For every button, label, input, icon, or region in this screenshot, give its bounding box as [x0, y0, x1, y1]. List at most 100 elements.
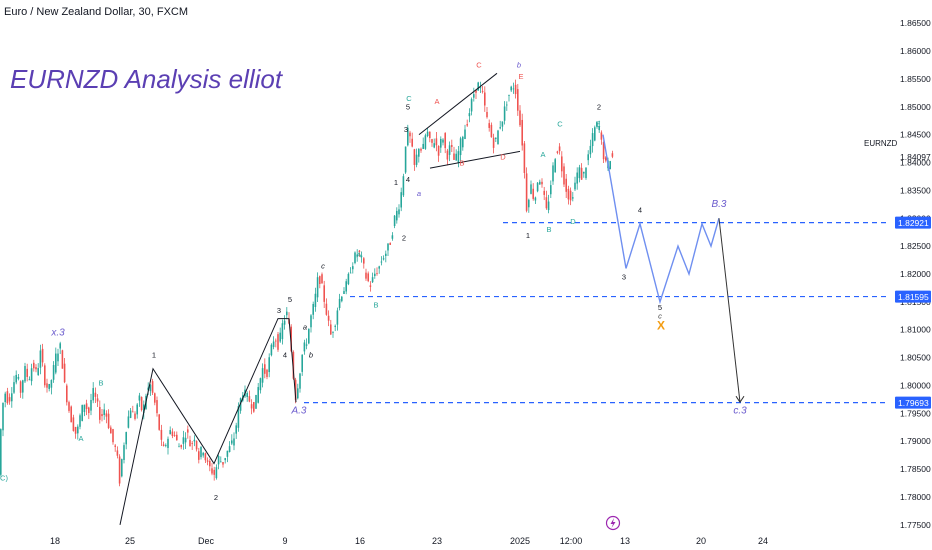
candle-body: [308, 328, 310, 344]
y-tick-label: 1.80000: [900, 380, 931, 390]
candle-body: [580, 167, 583, 180]
symbol-header[interactable]: Euro / New Zealand Dollar, 30, FXCM: [4, 6, 189, 18]
candle-body: [554, 159, 556, 173]
candle-body: [567, 188, 570, 200]
wave-label: 5: [406, 103, 410, 112]
candle-body: [501, 121, 504, 127]
candle-body: [211, 468, 213, 474]
candle-body: [187, 429, 189, 433]
candle-body: [35, 367, 37, 370]
candle-body: [81, 405, 83, 421]
level-price-tag: [895, 396, 931, 409]
candle-body: [426, 131, 429, 136]
candle-body: [303, 342, 306, 352]
wave-label: x.3: [50, 327, 65, 338]
candle-body: [327, 315, 330, 321]
candle-body: [189, 439, 191, 447]
wave-label: C: [557, 119, 563, 128]
candle-body: [605, 157, 607, 161]
projection-label: B.3: [711, 199, 726, 210]
wave-label: E: [595, 119, 600, 128]
candle-body: [433, 143, 435, 148]
y-tick-label: 1.83500: [900, 185, 931, 195]
candle-body: [365, 272, 367, 279]
candle-body: [70, 406, 72, 423]
wave-trend-line[interactable]: [429, 150, 521, 169]
projection-label: 4: [638, 206, 642, 215]
candle-body: [521, 119, 523, 146]
candle-body: [314, 293, 317, 307]
wave-label: 2: [214, 493, 218, 502]
candle-body: [167, 438, 169, 448]
candle-body: [523, 143, 526, 174]
candle-body: [539, 181, 541, 185]
candle-body: [222, 462, 224, 465]
candle-body: [481, 90, 484, 92]
wave-label: 1: [394, 178, 398, 187]
candle-body: [587, 154, 589, 161]
candle-body: [248, 396, 251, 402]
candle-body: [103, 409, 105, 416]
candle-body: [561, 156, 563, 172]
wave-label: A: [356, 250, 361, 259]
candle-body: [565, 178, 567, 192]
candle-body: [600, 132, 603, 140]
wave-label: 4: [406, 175, 410, 184]
y-tick-label: 1.85000: [900, 102, 931, 112]
candle-body: [385, 253, 387, 256]
candle-body: [279, 332, 281, 342]
candle-body: [332, 332, 334, 333]
wave-label: a: [417, 189, 421, 198]
x-tick-label: 18: [50, 536, 60, 546]
candle-body: [387, 243, 389, 251]
candle-body: [589, 145, 592, 155]
candle-body: [0, 429, 2, 475]
candle-body: [136, 404, 138, 415]
projection-label: c: [658, 312, 662, 321]
current-price-label: 1.84097: [900, 152, 931, 162]
candle-body: [407, 127, 409, 146]
projection-path[interactable]: [602, 134, 720, 305]
candle-body: [558, 146, 561, 152]
candle-body: [594, 127, 596, 141]
candle-body: [204, 453, 207, 461]
candle-body: [459, 138, 462, 156]
candle-body: [88, 407, 90, 414]
candle-body: [277, 334, 279, 350]
wave-trend-line[interactable]: [119, 318, 297, 525]
candle-body: [484, 92, 486, 106]
candle-body: [363, 258, 365, 264]
candle-body: [374, 273, 376, 276]
candle-body: [338, 298, 341, 309]
candle-body: [532, 188, 534, 199]
y-tick-label: 1.78500: [900, 464, 931, 474]
x-tick-label: 2025: [510, 536, 530, 546]
candle-body: [147, 387, 149, 391]
candle-body: [429, 131, 431, 139]
y-tick-label: 1.86500: [900, 18, 931, 28]
wave-label: C: [476, 61, 482, 70]
candle-body: [413, 149, 416, 165]
candle-body: [455, 153, 457, 161]
candle-body: [569, 190, 572, 201]
wave-label: A: [540, 150, 545, 159]
candle-body: [83, 404, 86, 413]
wave-label: A: [78, 434, 83, 443]
candle-body: [17, 376, 20, 379]
wave-trend-line[interactable]: [418, 72, 498, 136]
candle-body: [510, 86, 512, 91]
candle-body: [220, 461, 222, 463]
candle-body: [369, 285, 372, 287]
candle-body: [431, 139, 433, 143]
candle-body: [477, 82, 479, 91]
candle-body: [411, 138, 413, 147]
projection-final-leg[interactable]: [718, 218, 741, 403]
candle-body: [41, 348, 44, 363]
wave-label: D: [500, 153, 506, 162]
candle-body: [341, 296, 343, 302]
candle-body: [77, 426, 79, 434]
candle-body: [19, 381, 22, 393]
candle-body: [74, 426, 77, 434]
candle-body: [347, 273, 350, 285]
